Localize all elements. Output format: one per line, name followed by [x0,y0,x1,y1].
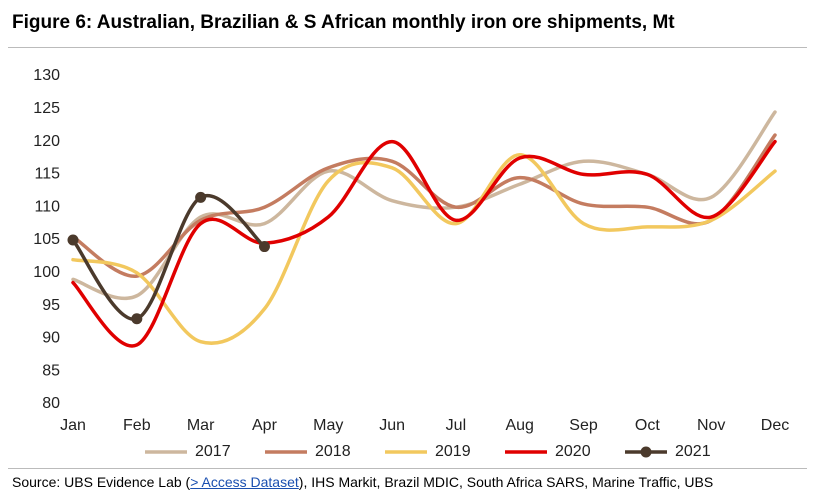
y-tick-label: 105 [33,231,60,248]
y-tick-label: 85 [42,362,60,379]
series-line [71,133,777,278]
point-marker [195,191,207,203]
legend-label: 2019 [435,443,471,460]
series-line [71,139,777,348]
x-tick-label: Apr [252,417,278,434]
y-tick-label: 100 [33,264,60,281]
source-text: ), IHS Markit, Brazil MDIC, South Africa… [298,474,714,490]
legend-label: 2021 [675,443,711,460]
source-text: Source: UBS Evidence Lab ( [12,474,191,490]
x-tick-label: Dec [761,417,789,434]
legend-label: 2018 [315,443,351,460]
x-tick-label: Jul [446,417,466,434]
chart-title: Figure 6: Australian, Brazilian & S Afri… [12,12,675,33]
source-note: Source: UBS Evidence Lab (> Access Datas… [12,474,713,490]
x-tick-label: Mar [187,417,215,434]
x-tick-label: Nov [697,417,725,434]
legend-marker [640,446,652,458]
y-tick-label: 90 [42,330,60,347]
y-tick-label: 125 [33,100,60,117]
divider [8,47,807,48]
legend-label: 2017 [195,443,231,460]
point-marker [131,313,143,325]
x-tick-label: May [313,417,343,434]
x-tick-label: Aug [505,417,533,434]
divider [8,468,807,469]
dataset-link[interactable]: > Access Dataset [190,474,299,490]
y-tick-label: 110 [34,198,60,215]
series-line [71,110,777,300]
y-tick-label: 80 [42,395,60,412]
y-tick-label: 120 [33,133,60,150]
y-tick-label: 95 [42,297,60,314]
x-tick-label: Sep [569,417,598,434]
legend-label: 2020 [555,443,591,460]
x-tick-label: Feb [123,417,151,434]
series-line [71,193,267,321]
x-tick-label: Jun [379,417,405,434]
y-tick-label: 115 [34,166,60,183]
x-tick-label: Oct [635,417,660,434]
point-marker [67,234,79,246]
point-marker [258,241,270,253]
y-tick-label: 130 [33,67,60,84]
x-tick-label: Jan [60,417,86,434]
series-line [71,152,777,345]
